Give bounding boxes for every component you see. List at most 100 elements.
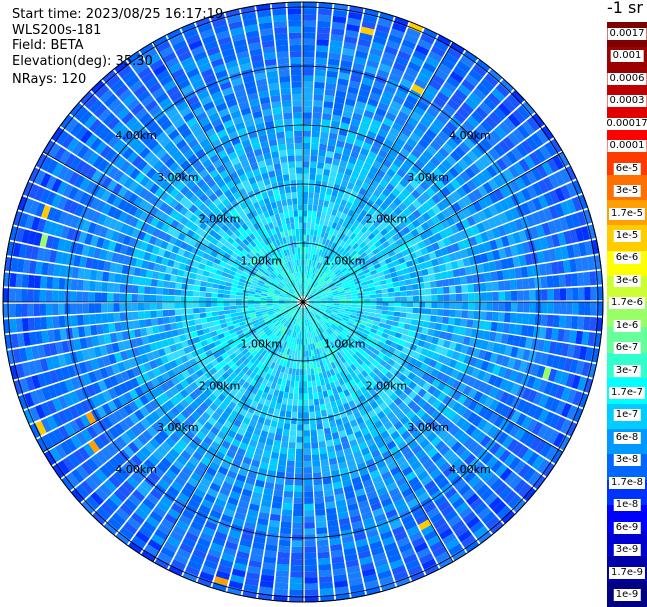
ray-gate <box>320 294 327 298</box>
ray-gate <box>322 266 328 273</box>
ray-gate <box>195 446 207 457</box>
ray-gate <box>446 437 458 449</box>
ray-gate <box>90 324 98 336</box>
ray-gate <box>451 333 459 343</box>
ray-gate <box>390 383 399 393</box>
ray-gate <box>323 427 331 435</box>
ray-gate <box>451 242 460 252</box>
ray-gate <box>321 303 328 306</box>
ray-gate <box>309 279 313 286</box>
ray-gate <box>478 320 486 330</box>
ray-gate <box>58 380 69 395</box>
ray-gate <box>101 176 113 189</box>
ray-gate <box>335 418 343 426</box>
ray-gate <box>165 379 175 389</box>
ray-gate <box>281 340 286 347</box>
ray-gate <box>314 274 319 281</box>
ray-gate <box>223 267 231 274</box>
ray-gate <box>358 467 369 477</box>
ray-gate <box>85 411 97 425</box>
ray-gate <box>154 528 169 541</box>
ray-gate <box>186 308 194 315</box>
ray-gate <box>382 253 390 260</box>
ray-gate <box>318 327 323 334</box>
ray-gate <box>219 487 231 497</box>
ray-gate <box>553 370 564 384</box>
ray-gate <box>358 394 367 403</box>
ray-gate <box>317 557 331 565</box>
ray-gate <box>82 291 89 302</box>
ray-gate <box>333 152 342 160</box>
ray-gate <box>321 317 327 323</box>
ray-gate <box>109 493 123 507</box>
ray-gate <box>231 316 239 321</box>
ray-gate <box>88 371 98 384</box>
ray-gate <box>42 248 52 262</box>
ray-gate <box>500 333 509 345</box>
ray-gate <box>524 337 533 349</box>
ray-gate <box>274 588 288 596</box>
ray-gate <box>291 374 296 382</box>
ray-gate <box>505 394 516 407</box>
ray-gate <box>380 228 389 237</box>
ray-gate <box>260 574 275 583</box>
ray-gate <box>420 33 435 45</box>
ray-gate <box>498 140 511 154</box>
ray-gate <box>342 354 350 362</box>
ray-gate <box>18 243 28 258</box>
ray-gate <box>224 334 233 341</box>
ray-gate <box>406 410 416 420</box>
ray-gate <box>66 137 80 152</box>
ray-gate <box>310 429 318 437</box>
ray-gate <box>304 589 319 596</box>
ray-gate <box>190 472 202 483</box>
ray-gate <box>472 379 482 390</box>
ray-gate <box>256 473 267 482</box>
ray-gate <box>112 183 123 195</box>
ray-gate <box>472 319 480 329</box>
ray-gate <box>368 443 379 453</box>
ray-gate <box>289 386 295 394</box>
ray-gate <box>243 583 258 593</box>
ray-gate <box>367 283 375 288</box>
ray-gate <box>382 188 391 197</box>
ray-gate <box>323 232 329 240</box>
ray-gate <box>530 167 543 182</box>
ray-gate <box>303 155 310 162</box>
ray-gate <box>338 378 345 386</box>
ray-gate <box>378 445 389 455</box>
ray-gate <box>380 581 396 592</box>
ray-gate <box>223 310 231 315</box>
ray-gate <box>264 373 271 381</box>
ray-gate <box>307 293 313 299</box>
ray-gate <box>325 402 332 410</box>
ray-gate <box>362 142 372 151</box>
ray-gate <box>318 256 323 263</box>
ray-gate <box>452 268 461 278</box>
ray-gate <box>490 271 498 282</box>
ray-gate <box>139 175 151 187</box>
ray-gate <box>400 302 407 307</box>
ray-gate <box>416 320 424 327</box>
ray-gate <box>221 380 230 389</box>
ray-gate <box>112 208 123 220</box>
ray-gate <box>35 153 48 169</box>
ray-gate <box>385 215 394 224</box>
ray-gate <box>290 310 295 316</box>
ray-gate <box>298 399 303 406</box>
ray-gate <box>415 433 426 445</box>
ray-gate <box>374 334 382 341</box>
ray-gate <box>262 343 269 350</box>
ray-gate <box>453 162 464 174</box>
ray-gate <box>487 92 501 107</box>
ray-gate <box>19 378 30 393</box>
ray-gate <box>315 217 321 225</box>
ray-gate <box>400 430 411 441</box>
ray-gate <box>378 322 386 328</box>
ray-gate <box>261 289 269 293</box>
ray-gate <box>303 142 311 150</box>
ray-gate <box>283 496 293 504</box>
ray-gate <box>169 252 178 261</box>
ray-gate <box>114 156 127 169</box>
ray-gate <box>326 278 333 284</box>
